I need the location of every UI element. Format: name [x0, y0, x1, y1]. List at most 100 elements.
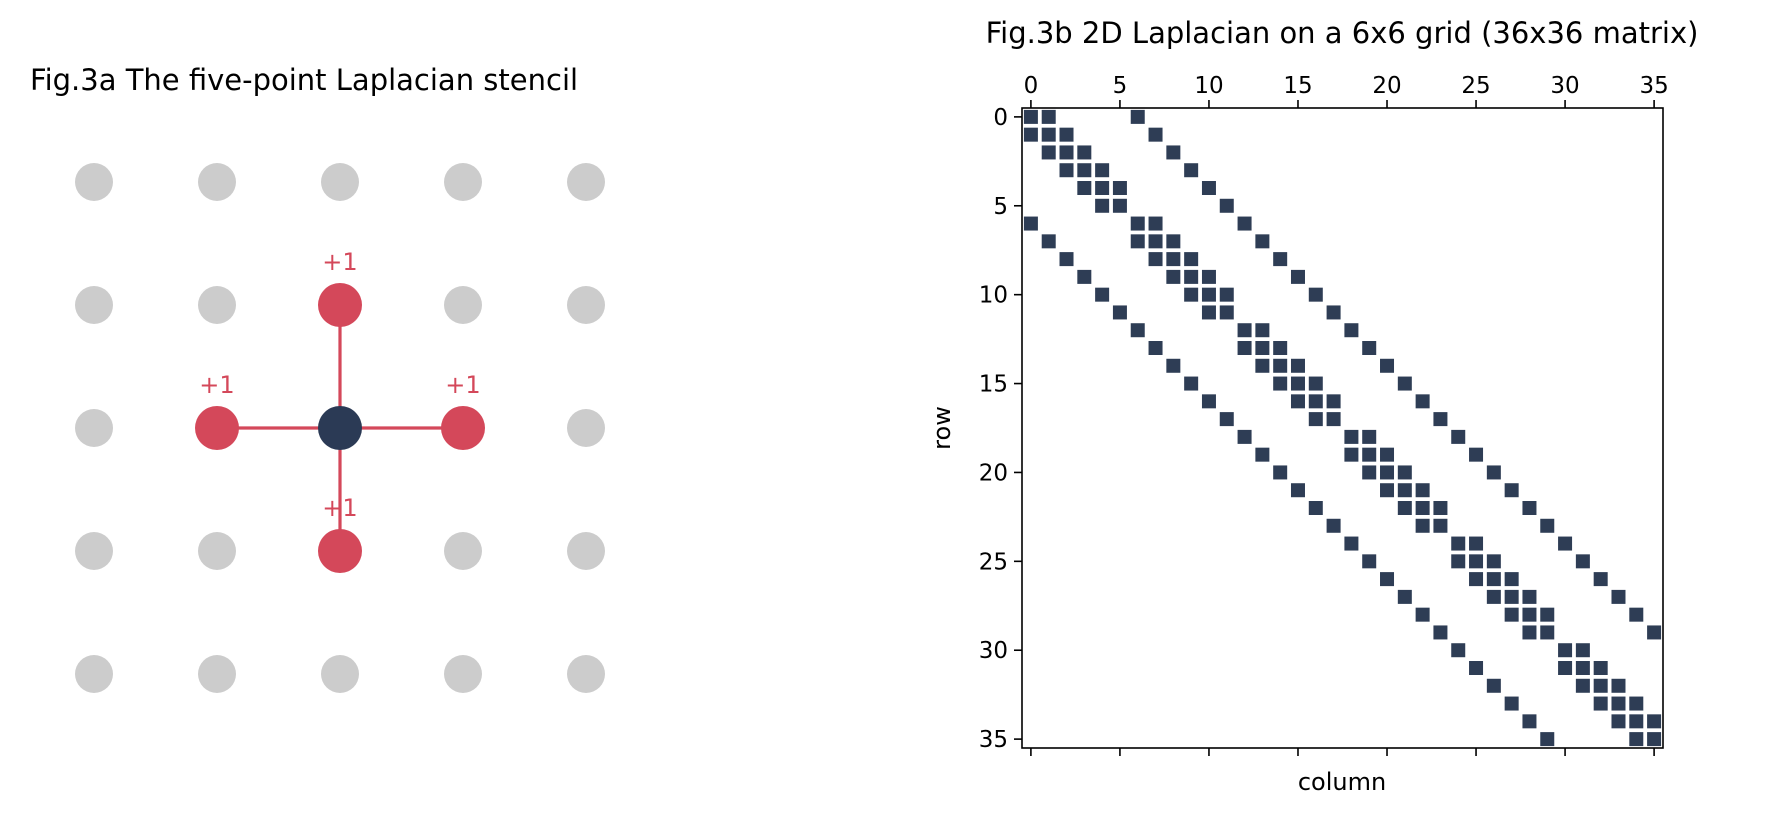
nonzero-cell [1611, 678, 1626, 693]
stencil-panel: Fig.3a The five-point Laplacian stencil … [30, 63, 605, 693]
x-tick-label: 20 [1372, 73, 1401, 99]
nonzero-cell [1522, 607, 1537, 622]
nonzero-cell [1201, 181, 1216, 195]
nonzero-cell [1273, 376, 1288, 391]
nonzero-cell [1522, 589, 1537, 604]
nonzero-cell [1255, 323, 1270, 338]
nonzero-cell [1255, 341, 1270, 355]
nonzero-cell [1647, 625, 1662, 640]
nonzero-cell [1433, 625, 1448, 640]
nonzero-cell [1380, 483, 1395, 498]
nonzero-cell [1148, 234, 1163, 249]
coefficient-label: +1 [322, 494, 357, 522]
nonzero-cell [1059, 163, 1074, 178]
grid-node [321, 655, 359, 693]
nonzero-cell [1593, 661, 1608, 675]
nonzero-cell [1308, 501, 1323, 515]
matrix-title: Fig.3b 2D Laplacian on a 6x6 grid (36x36… [986, 16, 1699, 50]
nonzero-cell [1397, 589, 1412, 604]
nonzero-cell [1148, 216, 1163, 231]
nonzero-cell [1469, 554, 1484, 569]
matrix-y-axis-label: row [928, 406, 956, 450]
nonzero-cell [1451, 429, 1466, 444]
nonzero-cell [1130, 323, 1145, 338]
nonzero-cell [1255, 358, 1270, 373]
stencil-title: Fig.3a The five-point Laplacian stencil [30, 63, 578, 97]
nonzero-cell [1326, 305, 1341, 320]
nonzero-cell [1166, 145, 1181, 160]
nonzero-cell [1273, 465, 1288, 480]
nonzero-cell [1540, 732, 1555, 747]
nonzero-cell [1451, 536, 1466, 551]
coefficient-label: +1 [322, 248, 357, 276]
nonzero-cell [1629, 714, 1644, 729]
nonzero-cell [1166, 358, 1181, 373]
nonzero-cell [1077, 145, 1092, 160]
nonzero-cell [1130, 216, 1145, 231]
nonzero-cell [1308, 376, 1323, 391]
nonzero-cell [1522, 501, 1537, 515]
nonzero-cell [1415, 607, 1430, 622]
nonzero-cell [1486, 572, 1501, 587]
nonzero-cell [1201, 287, 1216, 302]
y-tick-label: 15 [979, 372, 1008, 398]
nonzero-cell [1184, 163, 1199, 178]
nonzero-cell [1611, 589, 1626, 604]
matrix-nonzero-cells [1023, 109, 1662, 747]
nonzero-cell [1558, 536, 1573, 551]
nonzero-cell [1415, 483, 1430, 498]
y-tick-label: 35 [979, 727, 1008, 753]
nonzero-cell [1290, 394, 1305, 409]
grid-node [567, 286, 605, 324]
nonzero-cell [1023, 109, 1038, 124]
x-tick-label: 35 [1639, 73, 1668, 99]
grid-node [75, 163, 113, 201]
nonzero-cell [1201, 269, 1216, 284]
nonzero-cell [1041, 127, 1056, 142]
matrix-frame [1021, 107, 1664, 749]
nonzero-cell [1041, 145, 1056, 160]
x-tick-label: 15 [1283, 73, 1312, 99]
coefficient-label: +1 [445, 371, 480, 399]
nonzero-cell [1326, 518, 1341, 533]
y-tick-label: 25 [979, 549, 1008, 575]
nonzero-cell [1380, 465, 1395, 480]
nonzero-cell [1540, 518, 1555, 533]
nonzero-cell [1184, 269, 1199, 284]
nonzero-cell [1326, 394, 1341, 409]
nonzero-cell [1308, 412, 1323, 427]
nonzero-cell [1041, 234, 1056, 249]
nonzero-cell [1290, 358, 1305, 373]
grid-node [198, 286, 236, 324]
nonzero-cell [1059, 127, 1074, 142]
matrix-x-ticks-top: 0 5 10 15 20 25 30 35 [1024, 73, 1669, 108]
y-tick-label: 5 [993, 194, 1008, 220]
grid-node [321, 163, 359, 201]
neighbor-node [318, 529, 362, 573]
nonzero-cell [1344, 429, 1359, 444]
y-tick-label: 0 [993, 105, 1008, 131]
nonzero-cell [1362, 447, 1377, 462]
nonzero-cell [1469, 447, 1484, 462]
nonzero-cell [1148, 252, 1163, 267]
neighbor-node [441, 406, 485, 450]
nonzero-cell [1273, 341, 1288, 355]
nonzero-cell [1112, 198, 1127, 213]
grid-node [198, 655, 236, 693]
matrix-x-axis-label: column [1298, 768, 1386, 796]
center-node [318, 406, 362, 450]
nonzero-cell [1504, 696, 1519, 711]
nonzero-cell [1112, 181, 1127, 195]
nonzero-cell [1255, 447, 1270, 462]
nonzero-cell [1148, 127, 1163, 142]
nonzero-cell [1593, 696, 1608, 711]
nonzero-cell [1290, 483, 1305, 498]
nonzero-cell [1201, 394, 1216, 409]
nonzero-cell [1201, 305, 1216, 320]
grid-node [198, 532, 236, 570]
nonzero-cell [1166, 269, 1181, 284]
nonzero-cell [1415, 518, 1430, 533]
y-tick-label: 10 [979, 283, 1008, 309]
grid-node [567, 655, 605, 693]
nonzero-cell [1504, 607, 1519, 622]
